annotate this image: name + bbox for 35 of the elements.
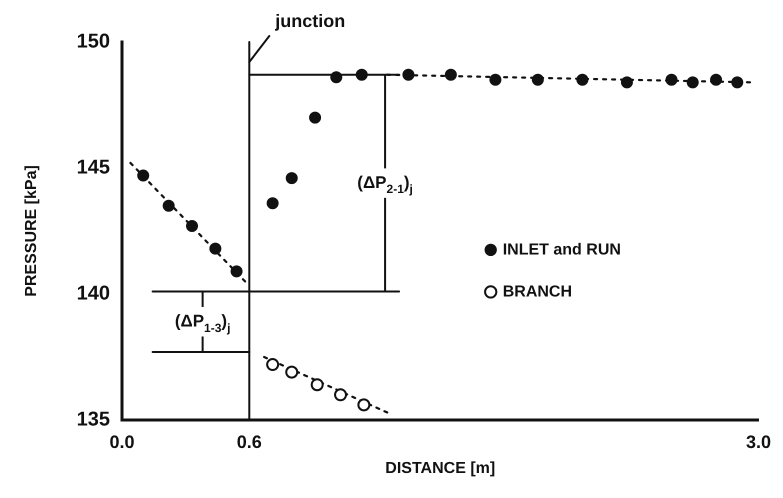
legend-label: INLET and RUN [502,241,621,258]
point [532,74,544,86]
y-tick-label: 145 [76,156,110,179]
point [444,68,457,81]
point [309,112,322,124]
point [266,358,280,372]
y-tick-label: 140 [76,282,110,305]
x-tick-label: 0.0 [109,432,135,452]
point [230,265,243,278]
x-tick-label: 0.6 [236,432,262,452]
point [310,378,324,392]
y-axis-title: PRESSURE [kPa] [23,165,40,297]
point [710,74,722,86]
point [620,76,633,88]
point [266,197,279,210]
point [334,388,348,402]
x-axis-title: DISTANCE [m] [385,460,496,477]
point [186,220,198,232]
y-tick-label: 150 [76,30,110,53]
point [576,74,588,86]
point [209,242,222,255]
point [666,74,678,86]
y-tick-label: 135 [76,408,110,431]
point [731,76,744,88]
point [162,200,175,212]
point [286,172,298,184]
point [489,74,502,86]
point [285,366,298,379]
ref-line-label: junction [274,10,346,31]
legend-label: BRANCH [502,283,572,300]
point [686,76,699,88]
point [137,170,150,182]
x-tick-label: 3.0 [746,432,772,452]
point [357,398,370,412]
point [402,68,414,81]
